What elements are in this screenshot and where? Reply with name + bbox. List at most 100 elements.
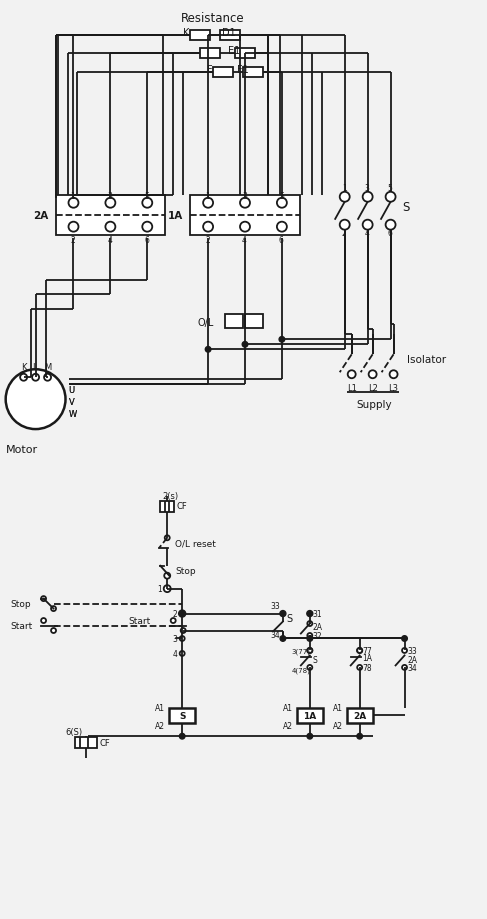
Text: O/L reset: O/L reset (175, 539, 216, 548)
Text: 5: 5 (144, 192, 149, 201)
Text: V: V (69, 397, 74, 406)
Text: 5: 5 (388, 184, 393, 193)
Bar (200, 49, 220, 59)
Text: M: M (45, 362, 52, 371)
Circle shape (179, 610, 186, 618)
Text: L3: L3 (389, 383, 398, 392)
Text: 6: 6 (388, 229, 393, 238)
Bar (235, 49, 255, 59)
Circle shape (142, 199, 152, 209)
Text: Supply: Supply (356, 400, 393, 410)
Circle shape (240, 222, 250, 233)
Circle shape (307, 648, 312, 653)
Circle shape (206, 347, 211, 353)
Circle shape (277, 222, 287, 233)
Circle shape (340, 221, 350, 231)
Text: F1: F1 (237, 65, 249, 75)
Circle shape (181, 629, 186, 633)
Text: K: K (20, 362, 26, 371)
Text: Stop: Stop (11, 599, 31, 608)
Circle shape (242, 342, 248, 347)
Circle shape (307, 648, 313, 653)
Bar (169, 709, 195, 723)
Text: 6: 6 (144, 236, 149, 244)
Bar (220, 31, 240, 41)
Circle shape (105, 222, 115, 233)
Text: O/L: O/L (197, 318, 213, 328)
Text: 32: 32 (313, 631, 322, 641)
Text: A1: A1 (333, 703, 343, 712)
Circle shape (307, 733, 313, 739)
Circle shape (307, 665, 312, 670)
Text: W: W (69, 409, 77, 418)
Text: 5: 5 (279, 192, 284, 201)
Circle shape (357, 648, 362, 653)
Circle shape (41, 596, 46, 601)
Circle shape (44, 374, 51, 381)
Bar (297, 709, 323, 723)
Bar (190, 196, 300, 235)
Text: A1: A1 (283, 703, 293, 712)
Text: 33: 33 (270, 601, 280, 610)
Circle shape (69, 199, 78, 209)
Circle shape (386, 221, 395, 231)
Text: 2A: 2A (353, 711, 366, 720)
Text: F: F (207, 65, 213, 75)
Text: 2A: 2A (313, 622, 323, 631)
Text: 3(77): 3(77) (292, 648, 311, 654)
Circle shape (307, 636, 313, 641)
Circle shape (51, 607, 56, 611)
Circle shape (41, 618, 46, 623)
Text: 4(78): 4(78) (292, 666, 311, 673)
Circle shape (348, 371, 356, 379)
Circle shape (402, 648, 407, 653)
Text: 6: 6 (279, 236, 284, 244)
Text: 4: 4 (242, 236, 247, 244)
Bar (56, 196, 165, 235)
Text: S: S (286, 613, 292, 623)
Text: 4: 4 (365, 229, 370, 238)
Circle shape (171, 618, 176, 623)
Circle shape (340, 193, 350, 202)
Text: L: L (33, 362, 37, 371)
Text: 77: 77 (363, 646, 373, 655)
Text: E1: E1 (228, 46, 240, 56)
Text: Resistance: Resistance (181, 12, 245, 25)
Circle shape (142, 222, 152, 233)
Text: 1: 1 (71, 192, 75, 201)
Text: CF: CF (176, 502, 187, 511)
Text: 34: 34 (408, 664, 417, 672)
Circle shape (51, 629, 56, 633)
Text: 2: 2 (71, 236, 75, 244)
Bar (347, 709, 373, 723)
Text: V: V (69, 397, 74, 406)
Text: 34: 34 (270, 630, 280, 640)
Circle shape (369, 371, 376, 379)
Text: U: U (69, 385, 75, 394)
Circle shape (69, 222, 78, 233)
Circle shape (164, 573, 170, 579)
Text: 33: 33 (408, 646, 417, 655)
Circle shape (203, 199, 213, 209)
Bar (160, 502, 174, 512)
Circle shape (105, 199, 115, 209)
Circle shape (402, 665, 407, 670)
Text: A2: A2 (283, 720, 293, 730)
Circle shape (20, 374, 27, 381)
Circle shape (164, 585, 171, 593)
Text: 2(s): 2(s) (162, 492, 178, 501)
Bar (190, 31, 210, 41)
Text: Motor: Motor (6, 445, 38, 455)
Text: 3: 3 (365, 184, 370, 193)
Text: 3: 3 (108, 192, 112, 201)
Circle shape (307, 621, 312, 627)
Text: S: S (403, 201, 410, 214)
Text: 6(S): 6(S) (66, 727, 83, 736)
Circle shape (165, 536, 169, 540)
Text: 1: 1 (342, 184, 346, 193)
Text: 1: 1 (205, 192, 210, 201)
Text: L1: L1 (347, 383, 356, 392)
Circle shape (390, 371, 397, 379)
Text: A2: A2 (333, 720, 343, 730)
Circle shape (307, 611, 313, 617)
